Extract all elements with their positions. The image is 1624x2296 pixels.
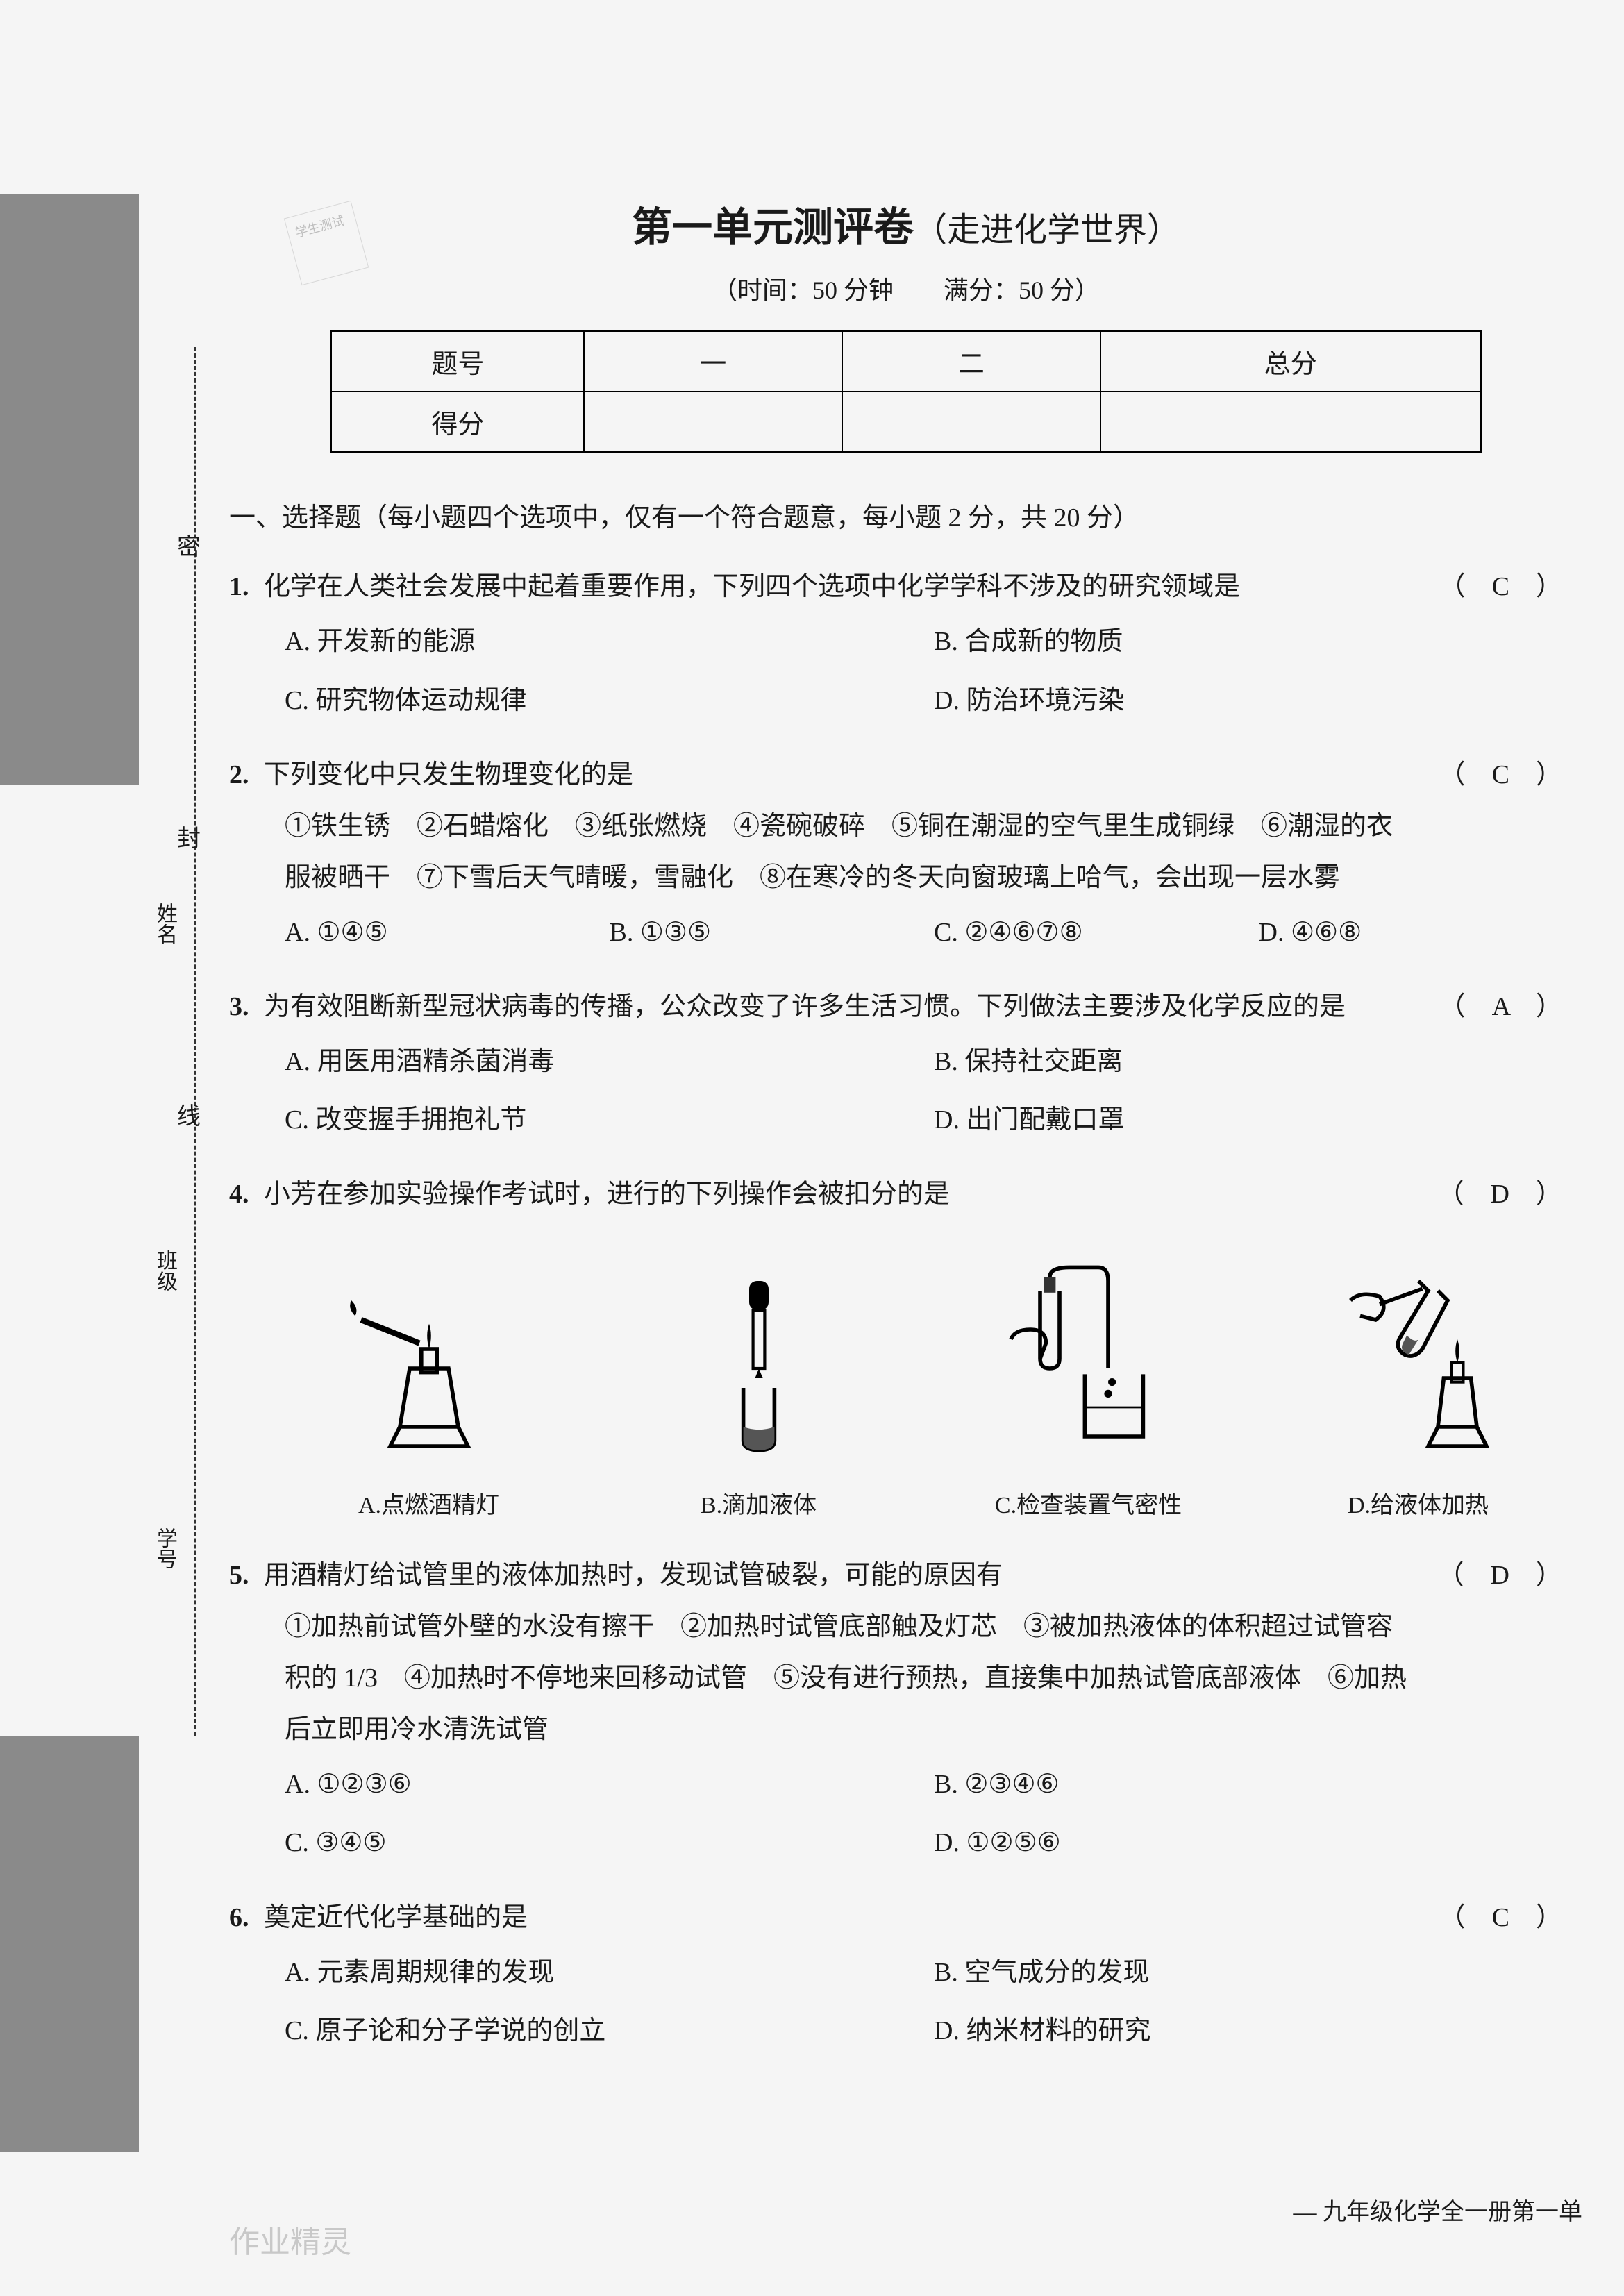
- q2-num: 2.: [229, 749, 249, 801]
- diagram-b: B.滴加液体: [662, 1262, 856, 1529]
- q4-diagrams: A.点燃酒精灯 B.滴加液体: [264, 1262, 1583, 1529]
- q3-num: 3.: [229, 981, 249, 1032]
- q2-optD: D. ④⑥⑧: [1259, 903, 1584, 962]
- td-label: 得分: [331, 392, 584, 452]
- q5-text: 用酒精灯给试管里的液体加热时，发现试管破裂，可能的原因有: [264, 1561, 1003, 1590]
- heating-liquid-icon: [1321, 1262, 1516, 1456]
- page-title: 第一单元测评卷（走进化学世界）: [229, 194, 1583, 253]
- q1-optD: D. 防治环境污染: [934, 671, 1583, 730]
- q3-optD: D. 出门配戴口罩: [934, 1091, 1583, 1149]
- diag-b-label: B.滴加液体: [662, 1483, 856, 1529]
- vertical-form-labels: 学号 班级 姓名: [139, 417, 187, 1666]
- watermark: 作业精灵: [229, 2217, 351, 2261]
- binding-block-bottom: [0, 1736, 139, 2152]
- q2-optA: A. ①④⑤: [285, 903, 610, 962]
- question-4: 4. 小芳在参加实验操作考试时，进行的下列操作会被扣分的是 （ D ） A.点燃…: [229, 1168, 1583, 1529]
- section-1-heading: 一、选择题（每小题四个选项中，仅有一个符合题意，每小题 2 分，共 20 分）: [229, 494, 1583, 542]
- q1-optC: C. 研究物体运动规律: [285, 671, 934, 730]
- diag-c-label: C.检查装置气密性: [991, 1483, 1186, 1529]
- score-table: 题号 一 二 总分 得分: [330, 330, 1482, 453]
- td-col2: [842, 392, 1100, 452]
- airtight-check-icon: [991, 1262, 1186, 1456]
- timing-info: （时间：50 分钟 满分：50 分）: [229, 270, 1583, 306]
- q3-optA: A. 用医用酒精杀菌消毒: [285, 1032, 934, 1091]
- table-row: 得分: [331, 392, 1481, 452]
- th-label: 题号: [331, 331, 584, 392]
- q4-num: 4.: [229, 1168, 249, 1220]
- q5-items-3: 后立即用冷水清洗试管: [264, 1704, 1583, 1755]
- q3-text: 为有效阻断新型冠状病毒的传播，公众改变了许多生活习惯。下列做法主要涉及化学反应的…: [264, 992, 1346, 1021]
- question-5: 5. 用酒精灯给试管里的液体加热时，发现试管破裂，可能的原因有 （ D ） ①加…: [229, 1550, 1583, 1872]
- q6-optC: C. 原子论和分子学说的创立: [285, 2002, 934, 2060]
- q3-optC: C. 改变握手拥抱礼节: [285, 1091, 934, 1149]
- q3-answer: （ A ）: [1439, 981, 1562, 1032]
- q6-optD: D. 纳米材料的研究: [934, 2002, 1583, 2060]
- q4-answer: （ D ）: [1438, 1168, 1562, 1220]
- page-footer: — 九年级化学全一册第一单: [1294, 2193, 1583, 2227]
- table-row: 题号 一 二 总分: [331, 331, 1481, 392]
- q5-answer: （ D ）: [1438, 1550, 1562, 1601]
- q5-items-2: 积的 1/3 ④加热时不停地来回移动试管 ⑤没有进行预热，直接集中加热试管底部液…: [264, 1652, 1583, 1704]
- q5-optC: C. ③④⑤: [285, 1813, 934, 1872]
- q1-answer: （ C ）: [1439, 561, 1562, 612]
- q2-text: 下列变化中只发生物理变化的是: [264, 760, 633, 789]
- q2-items-1: ①铁生锈 ②石蜡熔化 ③纸张燃烧 ④瓷碗破碎 ⑤铜在潮湿的空气里生成铜绿 ⑥潮湿…: [264, 801, 1583, 852]
- th-col2: 二: [842, 331, 1100, 392]
- q4-text: 小芳在参加实验操作考试时，进行的下列操作会被扣分的是: [264, 1180, 950, 1209]
- label-banji: 班级: [149, 1250, 180, 1291]
- q3-optB: B. 保持社交距离: [934, 1032, 1583, 1091]
- q5-optA: A. ①②③⑥: [285, 1755, 934, 1813]
- alcohol-lamp-icon: [332, 1262, 526, 1456]
- question-6: 6. 奠定近代化学基础的是 （ C ） A. 元素周期规律的发现 B. 空气成分…: [229, 1892, 1583, 2060]
- q6-num: 6.: [229, 1892, 249, 1943]
- th-col1: 一: [584, 331, 842, 392]
- q5-items-1: ①加热前试管外壁的水没有擦干 ②加热时试管底部触及灯芯 ③被加热液体的体积超过试…: [264, 1601, 1583, 1652]
- q2-optC: C. ②④⑥⑦⑧: [934, 903, 1259, 962]
- q6-text: 奠定近代化学基础的是: [264, 1903, 528, 1932]
- q2-items-2: 服被晒干 ⑦下雪后天气晴暖，雪融化 ⑧在寒冷的冬天向窗玻璃上哈气，会出现一层水雾: [264, 852, 1583, 903]
- q2-answer: （ C ）: [1439, 749, 1562, 801]
- q6-answer: （ C ）: [1439, 1892, 1562, 1943]
- seal-char-xian: 线: [177, 1097, 201, 1131]
- diagram-a: A.点燃酒精灯: [332, 1262, 526, 1529]
- q2-optB: B. ①③⑤: [610, 903, 935, 962]
- diagram-d: D.给液体加热: [1321, 1262, 1516, 1529]
- q1-text: 化学在人类社会发展中起着重要作用，下列四个选项中化学学科不涉及的研究领域是: [264, 572, 1240, 601]
- q1-num: 1.: [229, 561, 249, 612]
- diagram-c: C.检查装置气密性: [991, 1262, 1186, 1529]
- q5-num: 5.: [229, 1550, 249, 1601]
- q6-optA: A. 元素周期规律的发现: [285, 1943, 934, 2002]
- question-2: 2. 下列变化中只发生物理变化的是 （ C ） ①铁生锈 ②石蜡熔化 ③纸张燃烧…: [229, 749, 1583, 962]
- seal-char-mi: 密: [177, 528, 201, 562]
- td-total: [1100, 392, 1481, 452]
- q1-optA: A. 开发新的能源: [285, 612, 934, 671]
- title-subtitle: （走进化学世界）: [914, 212, 1180, 249]
- diag-a-label: A.点燃酒精灯: [332, 1483, 526, 1529]
- td-col1: [584, 392, 842, 452]
- label-xuehao: 学号: [149, 1527, 180, 1569]
- title-main: 第一单元测评卷: [632, 205, 914, 250]
- binding-block-top: [0, 194, 139, 785]
- diag-d-label: D.给液体加热: [1321, 1483, 1516, 1529]
- q5-optB: B. ②③④⑥: [934, 1755, 1583, 1813]
- th-total: 总分: [1100, 331, 1481, 392]
- page-content: 第一单元测评卷（走进化学世界） （时间：50 分钟 满分：50 分） 题号 一 …: [229, 194, 1583, 2079]
- question-3: 3. 为有效阻断新型冠状病毒的传播，公众改变了许多生活习惯。下列做法主要涉及化学…: [229, 981, 1583, 1149]
- q6-optB: B. 空气成分的发现: [934, 1943, 1583, 2002]
- label-xingming: 姓名: [149, 903, 180, 944]
- dropper-icon: [662, 1262, 856, 1456]
- question-1: 1. 化学在人类社会发展中起着重要作用，下列四个选项中化学学科不涉及的研究领域是…: [229, 561, 1583, 729]
- q5-optD: D. ①②⑤⑥: [934, 1813, 1583, 1872]
- q1-optB: B. 合成新的物质: [934, 612, 1583, 671]
- seal-char-feng: 封: [177, 819, 201, 853]
